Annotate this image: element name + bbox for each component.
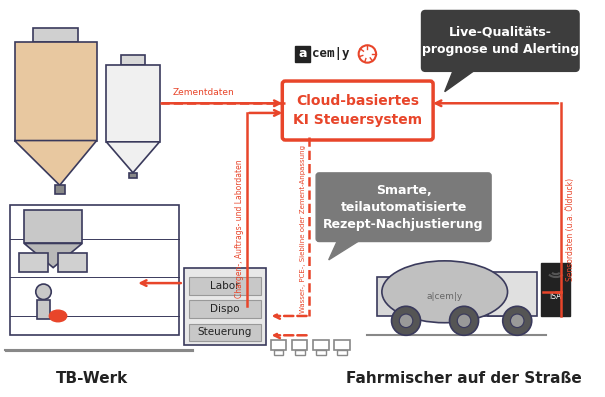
FancyBboxPatch shape <box>316 173 491 241</box>
Polygon shape <box>106 142 160 173</box>
Bar <box>316 350 326 355</box>
Text: Live-Qualitäts-
prognose und Alerting: Live-Qualitäts- prognose und Alerting <box>422 26 579 56</box>
Text: Zementdaten: Zementdaten <box>172 87 234 96</box>
Circle shape <box>391 306 420 335</box>
Bar <box>189 301 261 318</box>
Text: Labor: Labor <box>210 281 240 291</box>
Ellipse shape <box>382 261 508 323</box>
Bar <box>121 55 145 65</box>
Bar <box>10 205 179 335</box>
Bar <box>488 272 537 316</box>
Text: Fahrmischer auf der Straße: Fahrmischer auf der Straße <box>346 371 582 386</box>
Circle shape <box>511 314 524 328</box>
Circle shape <box>399 314 413 328</box>
Text: Steuerung: Steuerung <box>198 328 252 337</box>
Bar <box>338 350 347 355</box>
Bar <box>292 340 307 350</box>
Text: Dispo: Dispo <box>210 304 240 314</box>
Text: ISA: ISA <box>550 292 562 301</box>
Circle shape <box>503 306 532 335</box>
Text: cem|y: cem|y <box>312 48 350 60</box>
Bar <box>15 42 97 141</box>
Polygon shape <box>329 239 362 260</box>
Circle shape <box>457 314 471 328</box>
Text: a|cem|y: a|cem|y <box>427 292 463 301</box>
Text: Cloud-basiertes
KI Steuersystem: Cloud-basiertes KI Steuersystem <box>293 94 422 127</box>
Text: Wasser-, PCE-, Siebline oder Zement-Anpassung: Wasser-, PCE-, Siebline oder Zement-Anpa… <box>299 145 306 313</box>
Bar <box>19 253 48 272</box>
Text: TB-Werk: TB-Werk <box>56 371 128 386</box>
Circle shape <box>450 306 479 335</box>
Bar <box>541 263 571 316</box>
Bar <box>33 28 78 42</box>
Text: Smarte,
teilautomatisierte
Rezept-Nachjustierung: Smarte, teilautomatisierte Rezept-Nachju… <box>323 184 484 231</box>
Bar <box>37 299 50 319</box>
Bar <box>58 253 87 272</box>
Bar <box>295 350 304 355</box>
Bar <box>270 340 286 350</box>
Bar <box>295 46 310 62</box>
Bar <box>313 340 329 350</box>
Bar <box>129 173 137 178</box>
Bar <box>24 210 82 243</box>
Text: a: a <box>298 48 307 60</box>
Polygon shape <box>15 141 97 185</box>
Ellipse shape <box>49 310 67 322</box>
Bar <box>184 268 266 345</box>
FancyBboxPatch shape <box>283 81 433 140</box>
Text: Chargen-, Auftrags- und Labordaten: Chargen-, Auftrags- und Labordaten <box>235 160 244 298</box>
Polygon shape <box>445 67 479 92</box>
Bar <box>273 350 283 355</box>
Bar <box>377 277 508 316</box>
Bar <box>335 340 350 350</box>
Bar <box>189 324 261 341</box>
Bar <box>55 185 65 194</box>
Polygon shape <box>24 243 82 268</box>
FancyBboxPatch shape <box>422 10 579 71</box>
Bar <box>189 277 261 295</box>
Circle shape <box>36 284 51 299</box>
Text: Sensordaten (u.a. Öldruck): Sensordaten (u.a. Öldruck) <box>566 177 575 281</box>
Bar <box>106 65 160 142</box>
